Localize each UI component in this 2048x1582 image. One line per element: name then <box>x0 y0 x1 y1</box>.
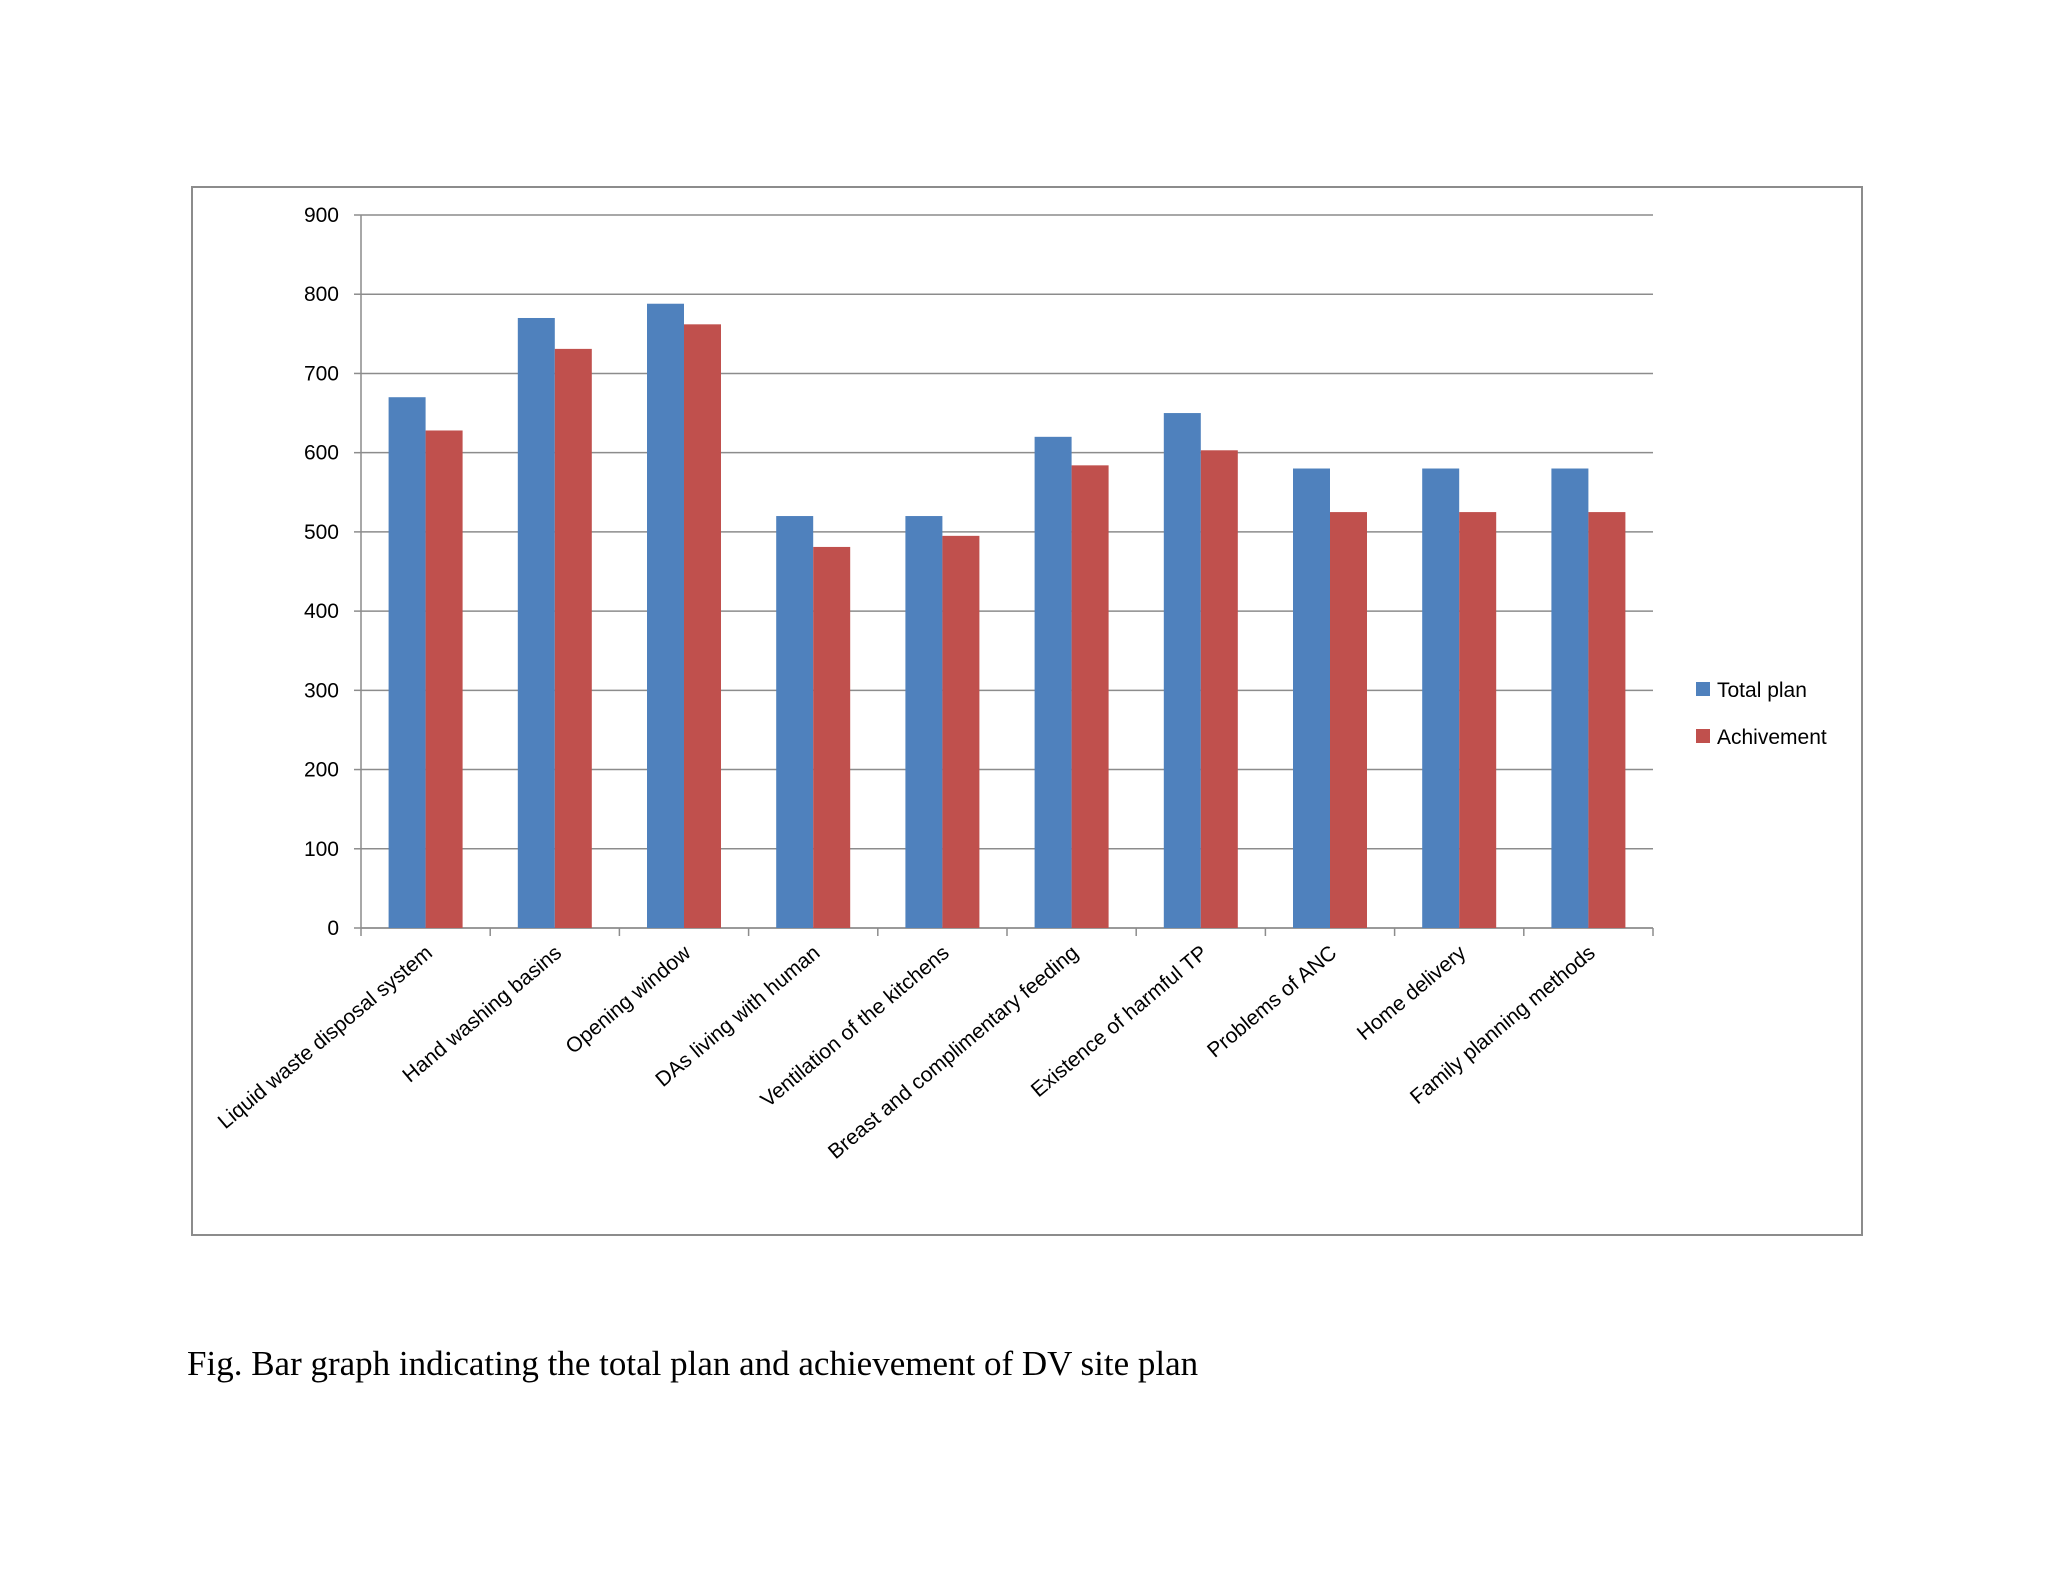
bar-achievement <box>1330 512 1367 928</box>
bar-total-plan <box>905 516 943 928</box>
category-label: Problems of ANC <box>1203 941 1341 1062</box>
bar-achievement <box>1459 512 1497 928</box>
bar-achievement <box>684 324 721 928</box>
bar-achievement <box>1200 450 1238 928</box>
y-tick-label: 0 <box>327 917 339 940</box>
bar-total-plan <box>1422 468 1460 928</box>
category-label: Breast and complimentary feeding <box>824 941 1083 1163</box>
legend-swatch <box>1696 682 1710 696</box>
bar-achievement <box>1588 512 1626 928</box>
bar-achievement <box>554 348 592 928</box>
category-label: Opening window <box>561 941 695 1059</box>
y-tick-label: 500 <box>304 521 339 544</box>
y-tick-label: 600 <box>304 442 339 465</box>
legend-label: Total plan <box>1717 679 1807 702</box>
bar-total-plan <box>388 397 426 928</box>
legend-label: Achivement <box>1717 726 1827 749</box>
chart-frame: 0 100 200 300 400 500 600 700 800 900 Liquid waste… <box>191 186 1863 1236</box>
bar-total-plan <box>1034 436 1072 928</box>
y-tick-label: 300 <box>304 679 339 702</box>
category-label: Home delivery <box>1353 941 1471 1045</box>
y-tick-label: 400 <box>304 600 339 623</box>
bar-achievement <box>813 546 851 928</box>
bar-achievement <box>942 535 980 928</box>
bar-achievement <box>1071 465 1109 928</box>
bar-total-plan <box>517 317 555 928</box>
bar-total-plan <box>647 303 684 928</box>
category-label: Liquid waste disposal system <box>214 941 437 1133</box>
y-tick-label: 900 <box>304 204 339 227</box>
figure-caption: Fig. Bar graph indicating the total plan… <box>187 1344 1199 1383</box>
bar-total-plan <box>1163 413 1201 928</box>
y-tick-label: 800 <box>304 283 339 306</box>
bar-total-plan <box>1551 468 1589 928</box>
y-tick-label: 700 <box>304 362 339 385</box>
y-tick-label: 200 <box>304 759 339 782</box>
bar-total-plan <box>1293 468 1330 928</box>
bar-achievement <box>425 430 463 928</box>
y-tick-label: 100 <box>304 838 339 861</box>
bar-chart: 0 100 200 300 400 500 600 700 800 900 Liquid waste… <box>214 204 1827 1164</box>
legend-swatch <box>1696 729 1710 743</box>
bar-total-plan <box>776 516 814 928</box>
